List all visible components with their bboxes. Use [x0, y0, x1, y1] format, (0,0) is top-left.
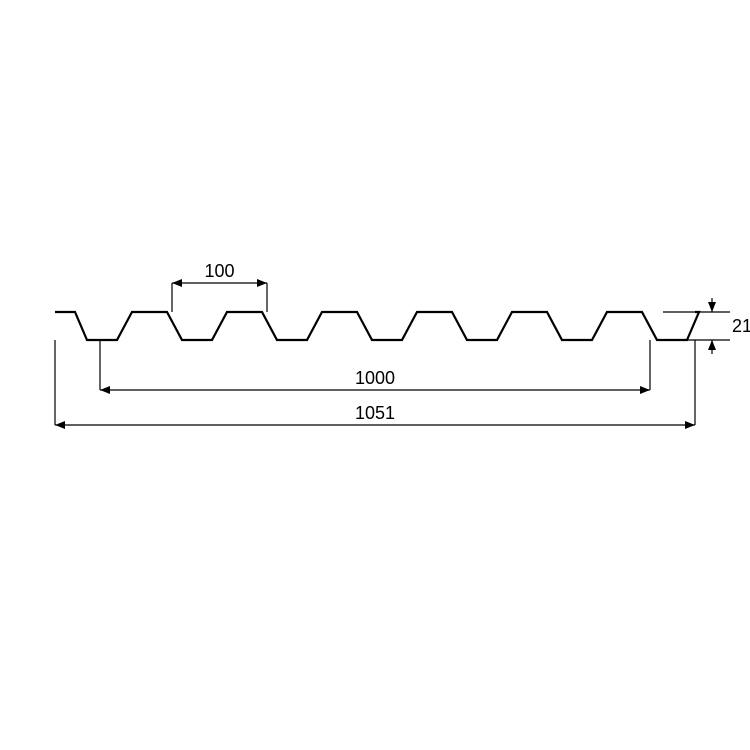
- cover-label: 1000: [355, 368, 395, 388]
- profile-path: [55, 312, 699, 340]
- profile-diagram: 100 1000 1051 21: [0, 0, 750, 750]
- pitch-label: 100: [204, 261, 234, 281]
- arrow-head: [257, 279, 267, 287]
- overall-label: 1051: [355, 403, 395, 423]
- height-label: 21: [732, 316, 750, 336]
- arrow-head: [685, 421, 695, 429]
- arrow-head: [55, 421, 65, 429]
- arrow-head: [100, 386, 110, 394]
- arrow-head: [640, 386, 650, 394]
- arrow-head: [172, 279, 182, 287]
- arrow-head: [708, 340, 716, 350]
- arrow-head: [708, 302, 716, 312]
